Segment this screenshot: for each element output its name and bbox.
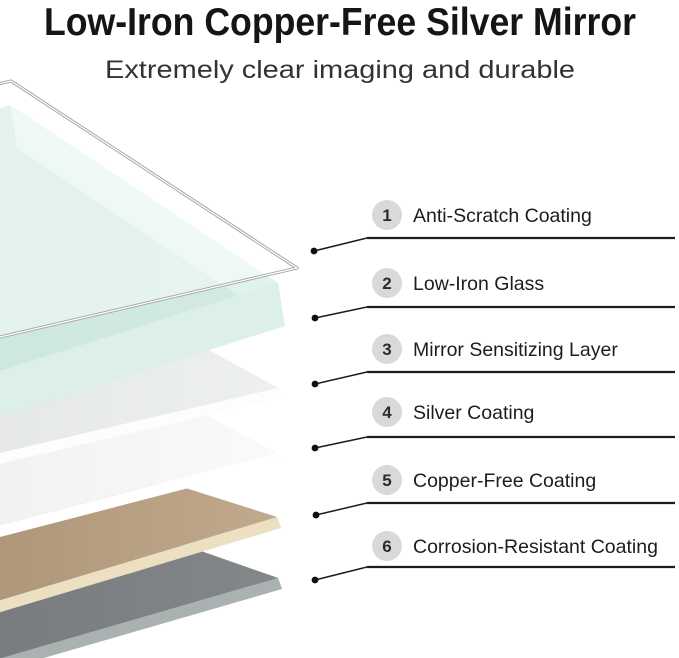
callout-4-label: Silver Coating [413, 402, 534, 424]
callout-6-pointer-dot [311, 576, 319, 584]
callout-6-number: 6 [382, 537, 391, 556]
callout-1-pointer-dot [310, 247, 318, 255]
callout-6-leader-line [314, 566, 368, 581]
callout-1-leader-line [313, 237, 368, 252]
callout-4-number-badge [372, 397, 402, 427]
callout-6-label: Corrosion-Resistant Coating [413, 536, 658, 558]
callout-3-pointer-dot [311, 380, 319, 388]
callout-3-number-badge [372, 334, 402, 364]
callout-6-number-badge [372, 531, 402, 561]
layer-4-front-edge [0, 453, 281, 538]
callouts: 1 Anti-Scratch Coating 2 Low-Iron Glass … [310, 200, 675, 584]
layer-2-front-edge [0, 283, 285, 417]
callout-6-corrosion-resistant-coating: 6 Corrosion-Resistant Coating [311, 531, 675, 584]
callout-3-label: Mirror Sensitizing Layer [413, 339, 618, 361]
callout-3-mirror-sensitizing-layer: 3 Mirror Sensitizing Layer [311, 334, 675, 388]
layer-3-front-edge [0, 388, 282, 464]
callout-2-leader-line [314, 306, 368, 319]
callout-1-number-badge [372, 200, 402, 230]
callout-5-number-badge [372, 465, 402, 495]
layer-stack [0, 79, 299, 658]
page-subtitle: Extremely clear imaging and durable [105, 56, 575, 84]
callout-2-label: Low-Iron Glass [413, 273, 544, 295]
callout-2-low-iron-glass: 2 Low-Iron Glass [311, 268, 675, 322]
layer-1-outline-highlight [0, 80, 298, 338]
callout-2-number: 2 [382, 274, 391, 293]
callout-3-number: 3 [382, 340, 391, 359]
callout-2-number-badge [372, 268, 402, 298]
callout-5-number: 5 [382, 471, 391, 490]
callout-5-pointer-dot [312, 511, 320, 519]
layer-1-anti-scratch-pane [0, 79, 299, 339]
layer-2-low-iron-glass [0, 105, 285, 417]
callout-3-leader-line [314, 371, 368, 385]
layer-5-front-edge [0, 517, 281, 613]
layer-6-front-edge [1, 578, 282, 658]
layer-1-glass-surface [0, 81, 297, 337]
callout-1-label: Anti-Scratch Coating [413, 205, 592, 227]
callout-5-leader-line [315, 502, 368, 516]
layer-2-bevel-edge [10, 105, 285, 326]
callout-4-leader-line [314, 436, 368, 449]
callout-4-pointer-dot [311, 444, 319, 452]
callout-2-pointer-dot [311, 314, 319, 322]
callout-1-number: 1 [382, 206, 391, 225]
page-title: Low-Iron Copper-Free Silver Mirror [44, 1, 636, 44]
callout-5-label: Copper-Free Coating [413, 470, 596, 492]
callout-5-copper-free-coating: 5 Copper-Free Coating [312, 465, 675, 519]
callout-4-number: 4 [382, 403, 392, 422]
callout-4-silver-coating: 4 Silver Coating [311, 397, 675, 452]
callout-1-anti-scratch-coating: 1 Anti-Scratch Coating [310, 200, 675, 255]
